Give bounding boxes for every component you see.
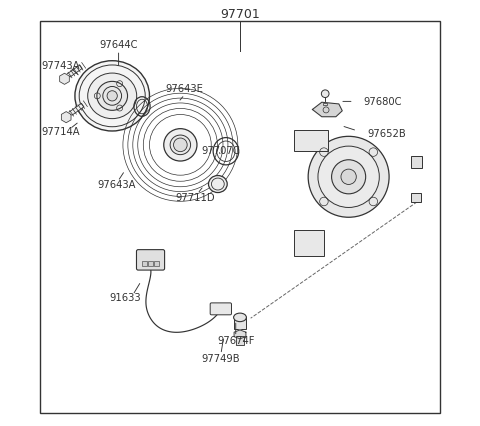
Circle shape	[341, 169, 356, 184]
Bar	[411, 156, 422, 168]
Circle shape	[308, 136, 389, 217]
Polygon shape	[60, 73, 69, 84]
Bar	[143, 261, 147, 266]
Bar	[155, 261, 158, 266]
Text: 97749B: 97749B	[202, 354, 240, 364]
Ellipse shape	[119, 84, 242, 205]
Text: 97643E: 97643E	[166, 84, 204, 95]
Text: 91633: 91633	[109, 293, 141, 303]
Ellipse shape	[170, 135, 191, 155]
Text: 97707C: 97707C	[202, 146, 240, 156]
Bar	[324, 103, 327, 105]
Text: 97714A: 97714A	[41, 127, 80, 137]
Polygon shape	[234, 330, 246, 339]
Circle shape	[107, 91, 117, 101]
Text: 97680C: 97680C	[363, 97, 402, 107]
Circle shape	[174, 138, 187, 152]
Text: 97711D: 97711D	[176, 193, 215, 203]
Circle shape	[318, 146, 379, 207]
Text: 97674F: 97674F	[217, 336, 254, 346]
Circle shape	[332, 160, 366, 194]
Bar	[234, 317, 246, 329]
Text: 97701: 97701	[220, 9, 260, 21]
FancyBboxPatch shape	[210, 303, 231, 315]
Text: 97643A: 97643A	[97, 180, 136, 190]
Bar	[294, 130, 328, 151]
Bar	[148, 261, 153, 266]
Polygon shape	[61, 112, 71, 123]
Text: 97743A: 97743A	[42, 61, 80, 71]
Bar	[294, 230, 324, 256]
Bar	[62, 104, 84, 120]
Text: 97652B: 97652B	[368, 129, 407, 139]
Ellipse shape	[208, 176, 227, 193]
Ellipse shape	[164, 129, 197, 161]
Ellipse shape	[75, 60, 149, 131]
Polygon shape	[312, 102, 342, 117]
FancyBboxPatch shape	[288, 109, 418, 262]
Bar	[236, 336, 244, 345]
Bar	[60, 65, 82, 82]
Circle shape	[322, 90, 329, 98]
Ellipse shape	[97, 81, 128, 110]
Ellipse shape	[88, 73, 137, 118]
FancyBboxPatch shape	[136, 250, 165, 270]
Ellipse shape	[234, 313, 246, 322]
Text: 97644C: 97644C	[99, 40, 138, 50]
Bar	[411, 193, 421, 202]
